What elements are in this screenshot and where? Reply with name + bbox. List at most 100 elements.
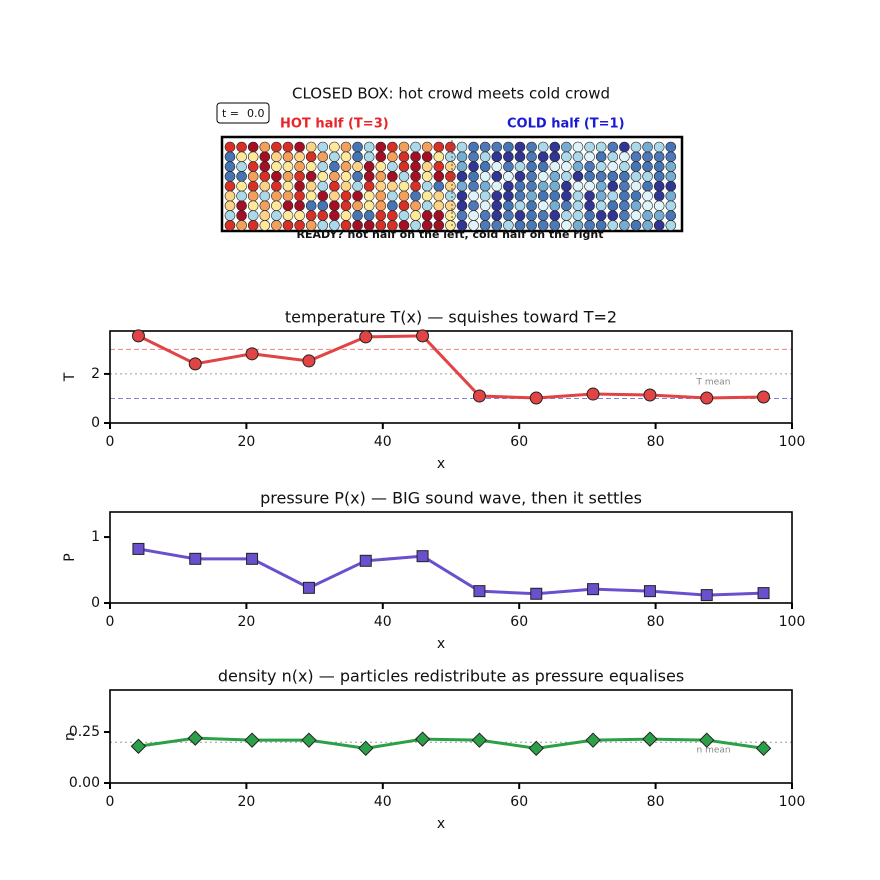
particle (642, 141, 653, 153)
marker (755, 740, 772, 757)
particle (619, 171, 630, 182)
particle (607, 141, 619, 153)
particle (398, 200, 410, 212)
box-title: CLOSED BOX: hot crowd meets cold crowd (292, 85, 610, 103)
particle (305, 190, 317, 202)
particle (236, 171, 247, 182)
particle (584, 190, 595, 202)
particle (503, 220, 514, 231)
particle (317, 171, 329, 182)
marker (301, 732, 317, 748)
x-tick-label: 0 (106, 794, 115, 810)
particle (595, 171, 607, 182)
particle (456, 220, 468, 231)
particle (456, 180, 468, 192)
particle (387, 210, 398, 221)
particle (526, 151, 537, 163)
x-tick-label: 100 (779, 614, 806, 630)
particle (584, 151, 595, 163)
particle (410, 180, 421, 192)
particle (584, 220, 595, 231)
particle (445, 151, 456, 163)
particle (247, 180, 259, 192)
particle (352, 141, 363, 153)
particle (375, 171, 387, 182)
particle (294, 220, 305, 231)
particle (387, 161, 398, 172)
particle (665, 220, 677, 231)
particle (294, 161, 305, 172)
particle (363, 151, 375, 163)
particle (537, 190, 549, 202)
marker (416, 329, 430, 343)
data-line (137, 334, 764, 400)
particle (491, 180, 503, 192)
particle (503, 151, 514, 163)
particle (271, 200, 282, 212)
particle (595, 141, 607, 153)
particle (479, 210, 491, 221)
particle (329, 210, 340, 221)
particle (479, 141, 491, 153)
particle (537, 180, 549, 192)
particle (398, 190, 410, 202)
particle (468, 210, 479, 221)
marker (757, 390, 771, 404)
particle (271, 151, 282, 163)
particle (224, 220, 236, 231)
particle (619, 190, 630, 202)
particle (363, 210, 375, 221)
particle (526, 190, 537, 202)
particle (445, 220, 456, 231)
particle (387, 200, 398, 212)
particle (607, 200, 619, 212)
particle (561, 180, 572, 192)
particle (305, 161, 317, 172)
particle (398, 161, 410, 172)
particle (630, 171, 642, 182)
x-tick-label: 0 (106, 614, 115, 630)
marker (586, 387, 600, 401)
y-tick-label: 2 (91, 366, 100, 382)
particle (433, 220, 445, 231)
y-tick-label: 0.25 (69, 724, 100, 740)
x-tick-label: 80 (647, 614, 665, 630)
particle (398, 171, 410, 182)
particle (595, 200, 607, 212)
marker (188, 357, 202, 371)
particle (387, 171, 398, 182)
particle (387, 190, 398, 202)
marker (587, 583, 600, 596)
particle (329, 200, 340, 212)
particle (653, 171, 665, 182)
particle (410, 190, 421, 202)
particle (282, 210, 294, 221)
marker (643, 388, 657, 402)
particle (282, 171, 294, 182)
particle (317, 200, 329, 212)
particle (468, 190, 479, 202)
particle (607, 210, 619, 221)
particle (433, 210, 445, 221)
particle (236, 141, 247, 153)
particle (387, 141, 398, 153)
particle (619, 151, 630, 163)
particle (282, 151, 294, 163)
particle (317, 141, 329, 153)
particle (653, 220, 665, 231)
particle (363, 220, 375, 231)
particle (572, 200, 584, 212)
particle (375, 220, 387, 231)
particle (363, 200, 375, 212)
particle (224, 190, 236, 202)
y-axis-label: n (62, 732, 78, 741)
particle (456, 161, 468, 172)
particle (619, 220, 630, 231)
particle (236, 190, 247, 202)
particle (665, 161, 677, 172)
chart-title: pressure P(x) — BIG sound wave, then it … (260, 489, 642, 508)
particle (514, 171, 526, 182)
particle (456, 200, 468, 212)
axes-frame (109, 511, 793, 604)
particle (259, 171, 271, 182)
